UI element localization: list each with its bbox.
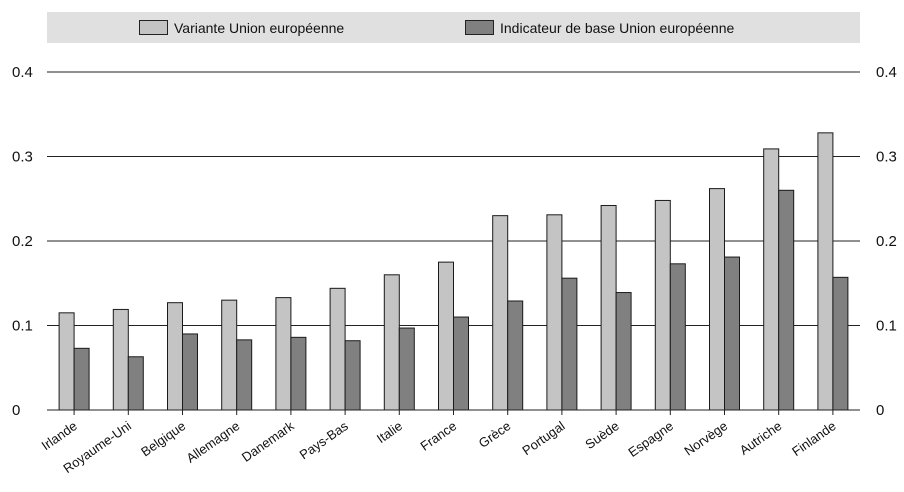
x-tick-label: Norvège (681, 418, 730, 458)
bar-indicateur (832, 276, 849, 411)
y-tick-label-right: 0.3 (876, 149, 897, 166)
legend: Variante Union européenne Indicateur de … (47, 12, 860, 43)
x-tick-label: Pays-Bas (297, 418, 352, 462)
legend-label-indicateur: Indicateur de base Union européenne (500, 19, 735, 36)
bar-indicateur (398, 327, 415, 411)
bar-variante (112, 308, 129, 411)
bar-indicateur (73, 347, 90, 411)
legend-item-variante: Variante Union européenne (139, 12, 344, 43)
legend-swatch-variante (139, 20, 168, 35)
x-tick-label: Danemark (239, 418, 297, 465)
bar-variante (654, 199, 671, 411)
y-tick-label-right: 0.2 (876, 233, 897, 250)
bar-indicateur (561, 277, 578, 411)
x-tick-label: France (417, 418, 459, 453)
x-tick-label: Irlande (39, 418, 80, 453)
x-tick-label: Autriche (737, 418, 785, 458)
y-tick-label-left: 0.1 (12, 318, 33, 335)
x-tick-label: Finlande (789, 418, 838, 459)
y-tick-label-left: 0.2 (12, 233, 33, 250)
y-tick-label-right: 0.1 (876, 318, 897, 335)
y-tick-label-left: 0 (12, 402, 20, 419)
bar-variante (763, 148, 780, 411)
bar-variante (221, 299, 238, 411)
legend-swatch-indicateur (465, 20, 494, 35)
bar-variante (492, 215, 509, 411)
x-tick-label: Portugal (519, 418, 567, 458)
bar-variante (817, 132, 834, 411)
bar-indicateur (236, 339, 253, 411)
bar-indicateur (290, 336, 307, 411)
y-tick-label-right: 0 (876, 402, 884, 419)
bar-variante (329, 287, 346, 411)
bar-variante (167, 302, 183, 411)
bar-indicateur (507, 300, 524, 411)
bar-indicateur (182, 333, 198, 411)
x-tick-label: Allemagne (183, 418, 242, 466)
x-tick-label: Espagne (625, 418, 676, 460)
x-tick-label: Italie (374, 418, 405, 446)
bar-variante (546, 214, 563, 411)
bar-variante (275, 297, 292, 411)
bar-indicateur (127, 356, 144, 411)
x-tick-label: Belgique (138, 418, 188, 459)
legend-item-indicateur: Indicateur de base Union européenne (465, 12, 734, 43)
bar-indicateur (453, 316, 469, 411)
bar-indicateur (615, 292, 632, 411)
x-tick-label: Grèce (476, 418, 514, 451)
bar-variante (383, 274, 400, 411)
y-tick-label-right: 0.4 (876, 64, 897, 81)
bar-variante (709, 188, 725, 411)
legend-label-variante: Variante Union européenne (174, 19, 345, 36)
bar-indicateur (344, 340, 361, 411)
bar-indicateur (778, 189, 795, 411)
bar-variante (600, 205, 617, 411)
y-tick-label-left: 0.4 (12, 64, 33, 81)
bar-variante (438, 261, 454, 411)
bar-indicateur (669, 263, 686, 411)
x-tick-label: Suède (582, 418, 621, 452)
bar-variante (58, 312, 75, 411)
y-tick-label-left: 0.3 (12, 149, 33, 166)
bar-indicateur (724, 256, 740, 411)
